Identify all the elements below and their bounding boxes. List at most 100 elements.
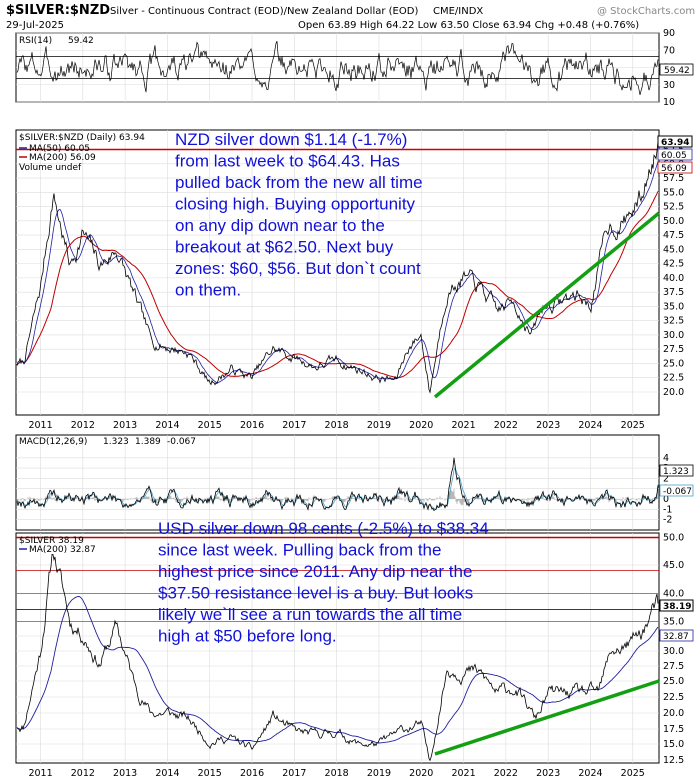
annotation-line: from last week to $64.43. Has xyxy=(175,152,400,171)
rsi-last-value: 59.42 xyxy=(664,66,690,76)
x-tick-label: 2021 xyxy=(451,768,475,779)
x-tick-label: 2025 xyxy=(621,768,645,779)
x-tick-label: 2020 xyxy=(409,420,433,431)
usd-trend-line xyxy=(434,679,660,756)
rsi-line xyxy=(16,40,659,95)
usd-axis: 50.045.040.035.032.530.027.525.022.520.0… xyxy=(663,533,684,767)
nzd-ma200-box xyxy=(657,161,693,174)
macd-hist-box xyxy=(659,484,694,497)
x-tick-label: 2019 xyxy=(367,420,391,431)
annotation-line: zones: $60, $56. But don`t count xyxy=(175,259,421,278)
x-tick-label: 2014 xyxy=(155,420,179,431)
nzd-last-price: 63.94 xyxy=(661,138,689,148)
x-tick-label: 2023 xyxy=(536,768,560,779)
macd-v1: 1.323 xyxy=(103,437,129,447)
usd-ma200-box xyxy=(659,629,694,642)
ohlc-summary: Open 63.89 High 64.22 Low 63.50 Close 63… xyxy=(298,20,639,31)
y-tick-label: 12.5 xyxy=(663,755,684,766)
y-tick-label: 90 xyxy=(663,28,675,39)
rsi-value: 59.42 xyxy=(68,36,94,46)
y-tick-label: 50.0 xyxy=(663,533,684,544)
annotation-line: pulled back from the new all time xyxy=(175,173,423,192)
annotation-line: highest price since 2011. Any dip near t… xyxy=(158,562,472,581)
y-tick-label: 30.0 xyxy=(663,646,684,657)
y-tick-label: 22.5 xyxy=(663,373,684,384)
y-tick-label: 37.5 xyxy=(663,287,684,298)
x-tick-label: 2015 xyxy=(198,768,222,779)
annotation-line: $37.50 resistance level is a buy. But lo… xyxy=(158,584,473,603)
y-tick-label: -2 xyxy=(663,515,672,526)
nzd-legend-ma50: MA(50) 60.05 xyxy=(29,144,90,154)
y-tick-label: 22.5 xyxy=(663,692,684,703)
usd-frame xyxy=(15,532,660,764)
watermark: @ StockCharts.com xyxy=(597,6,695,17)
rsi-panel: 9070503010 59.42 RSI(14) 59.42 xyxy=(15,28,694,108)
x-tick-label: 2020 xyxy=(409,768,433,779)
x-tick-label: 2022 xyxy=(494,420,518,431)
nzd-price-panel: 62.560.057.555.052.550.047.545.042.540.0… xyxy=(15,129,693,416)
y-tick-label: 55.0 xyxy=(663,187,684,198)
x-tick-label: 2022 xyxy=(494,768,518,779)
x-tick-label: 2018 xyxy=(325,420,349,431)
y-tick-label: 2 xyxy=(663,473,669,484)
y-tick-label: 25.0 xyxy=(663,676,684,687)
x-tick-label: 2025 xyxy=(621,420,645,431)
y-tick-label: 45.0 xyxy=(663,244,684,255)
x-axis-bottom: 2011 2012 2013 2014 2015 2016 2017 2018 2019 2020… xyxy=(28,768,644,779)
annotation-line: USD silver down 98 cents (-2.5%) to $38.… xyxy=(158,519,489,538)
nzd-legend-ma200: MA(200) 56.09 xyxy=(29,153,96,163)
x-tick-label: 2012 xyxy=(71,768,95,779)
x-tick-label: 2018 xyxy=(325,768,349,779)
y-tick-label: -1 xyxy=(663,504,672,515)
usd-annotation: USD silver down 98 cents (-2.5%) to $38.… xyxy=(158,519,489,646)
x-tick-label: 2017 xyxy=(282,420,306,431)
y-tick-label: 47.5 xyxy=(663,230,684,241)
exchange-label: CME/INDX xyxy=(433,6,483,17)
y-tick-label: 35.0 xyxy=(663,301,684,312)
y-tick-label: 20.0 xyxy=(663,387,684,398)
nzd-ma50-line xyxy=(16,161,659,383)
nzd-price-line xyxy=(16,141,659,394)
x-tick-label: 2021 xyxy=(451,420,475,431)
x-tick-label: 2011 xyxy=(28,420,52,431)
macd-panel: 43210-1-2 1.323 -0.067 MACD(12,26,9) 1.3… xyxy=(15,434,694,531)
y-tick-label: 40.0 xyxy=(663,273,684,284)
y-tick-label: 27.5 xyxy=(663,344,684,355)
nzd-legend-volume: Volume undef xyxy=(19,163,82,173)
x-tick-label: 2012 xyxy=(71,420,95,431)
usd-price-line xyxy=(16,553,659,762)
x-tick-label: 2024 xyxy=(578,768,602,779)
rsi-last-box xyxy=(659,63,694,76)
date-label: 29-Jul-2025 xyxy=(6,20,64,31)
y-tick-label: 20.0 xyxy=(663,708,684,719)
nzd-trend-line xyxy=(433,211,661,399)
macd-last-value: 1.323 xyxy=(663,467,689,477)
nzd-ma50-box xyxy=(657,148,693,161)
macd-v2: 1.389 xyxy=(135,437,161,447)
usd-price-panel: 50.045.040.035.032.530.027.525.022.520.0… xyxy=(15,519,694,767)
annotation-line: breakout at $62.50. Next buy xyxy=(175,238,394,257)
y-tick-label: 40.0 xyxy=(663,589,684,600)
nzd-frame xyxy=(15,129,660,416)
x-tick-label: 2015 xyxy=(198,420,222,431)
usd-legend-ma200: MA(200) 32.87 xyxy=(29,545,96,555)
y-tick-label: 17.5 xyxy=(663,724,684,735)
usd-ma200-last: 32.87 xyxy=(663,632,689,642)
y-tick-label: 30.0 xyxy=(663,330,684,341)
x-tick-label: 2019 xyxy=(367,768,391,779)
usd-legend-title: $SILVER 38.19 xyxy=(19,536,84,546)
annotation-line: closing high. Buying opportunity xyxy=(175,195,416,214)
y-tick-label: 30 xyxy=(663,80,675,91)
x-tick-label: 2023 xyxy=(536,420,560,431)
y-tick-label: 27.5 xyxy=(663,661,684,672)
rsi-label: RSI(14) xyxy=(19,36,52,46)
y-tick-label: 25.0 xyxy=(663,358,684,369)
x-tick-label: 2017 xyxy=(282,768,306,779)
annotation-line: on any dip down near to the xyxy=(175,216,385,235)
y-tick-label: 0 xyxy=(663,494,669,505)
y-tick-label: 35.0 xyxy=(663,617,684,628)
nzd-last-box xyxy=(657,135,693,148)
y-tick-label: 57.5 xyxy=(663,173,684,184)
chart-header: $SILVER:$NZD Silver - Continuous Contrac… xyxy=(6,3,695,31)
macd-v3: -0.067 xyxy=(167,437,196,447)
